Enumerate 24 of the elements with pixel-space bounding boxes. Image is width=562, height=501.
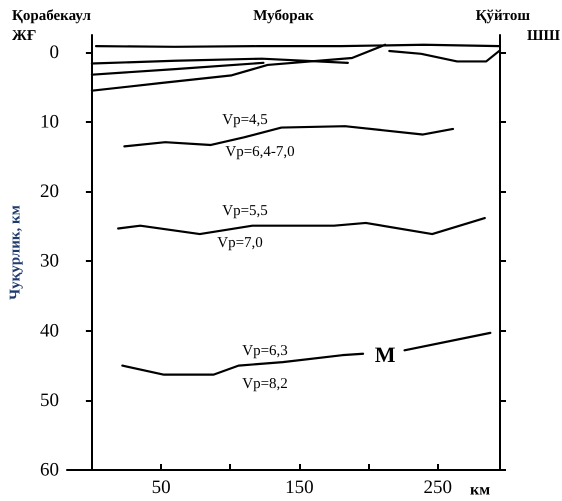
text: Қорабекаул — [12, 8, 92, 24]
annotation: Vр=4,5 — [222, 112, 268, 128]
y-axis-title: Чуқурлик, км — [8, 205, 24, 300]
y-tick-label: 20 — [40, 181, 59, 202]
y-tick-label: 60 — [40, 460, 59, 480]
annotation: M — [374, 342, 396, 367]
y-tick-label: 50 — [40, 390, 59, 411]
x-tick-label: 50 — [152, 477, 171, 498]
y-tick-label: 30 — [40, 250, 59, 272]
x-axis-title: км — [470, 482, 490, 498]
y-tick-label: 40 — [40, 320, 59, 342]
annotation: Vр=6,3 — [242, 343, 288, 359]
annotation: Vр=6,4-7,0 — [225, 144, 295, 160]
annotation: Vр=5,5 — [222, 203, 268, 219]
x-tick-label: 250 — [424, 477, 452, 498]
annotation: Vр=7,0 — [217, 235, 263, 251]
text: Муборак — [253, 8, 314, 24]
text: Қўйтош — [476, 8, 530, 24]
text: ЖҒ — [12, 28, 36, 44]
x-tick-label: 150 — [285, 477, 314, 498]
y-tick-label: 10 — [40, 112, 59, 132]
y-tick-label: 0 — [50, 42, 59, 63]
annotation: Vр=8,2 — [242, 376, 288, 392]
text: ШШ — [527, 28, 561, 44]
